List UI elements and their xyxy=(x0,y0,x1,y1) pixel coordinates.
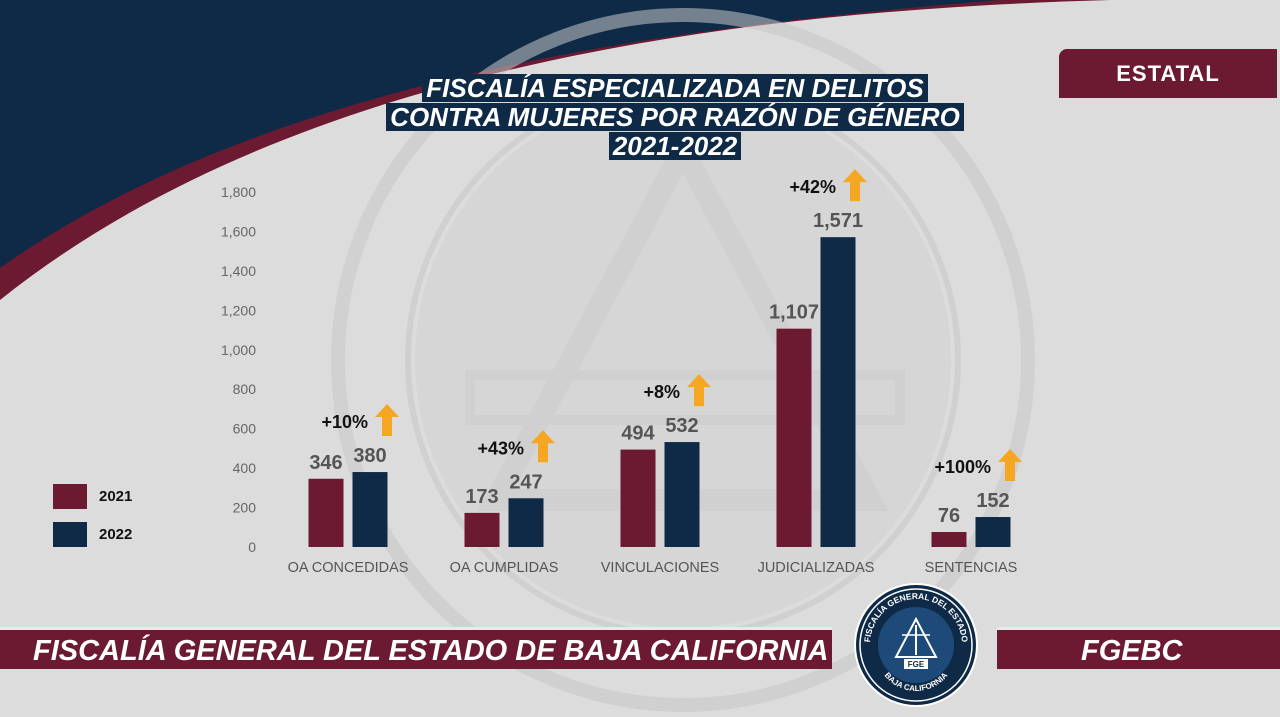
y-tick-label: 1,400 xyxy=(221,263,256,279)
estatal-badge: ESTATAL xyxy=(1059,49,1277,98)
x-tick-label: OA CUMPLIDAS xyxy=(450,560,559,576)
legend-item-2022: 2022 xyxy=(53,521,132,547)
data-label: 494 xyxy=(621,423,655,445)
bar-2021 xyxy=(931,532,967,547)
chart-title: FISCALÍA ESPECIALIZADA EN DELITOS CONTRA… xyxy=(380,74,970,161)
y-tick-label: 800 xyxy=(233,381,257,397)
legend-swatch-2022 xyxy=(53,521,87,547)
up-arrow-icon xyxy=(843,169,867,202)
bar-2022 xyxy=(975,517,1011,547)
y-tick-label: 1,000 xyxy=(221,342,256,358)
bar-2021 xyxy=(308,478,344,547)
up-arrow-icon xyxy=(531,430,555,463)
y-tick-label: 200 xyxy=(233,500,257,516)
bar-2022 xyxy=(820,237,856,548)
bar-2022 xyxy=(664,442,700,547)
y-tick-label: 600 xyxy=(233,421,257,437)
legend-label-2021: 2021 xyxy=(99,487,133,505)
footer-title: FISCALÍA GENERAL DEL ESTADO DE BAJA CALI… xyxy=(0,627,832,669)
svg-text:FGE: FGE xyxy=(908,660,925,669)
fge-seal-logo: FISCALÍA GENERAL DEL ESTADO BAJA CALIFOR… xyxy=(854,583,978,707)
bar-2021 xyxy=(776,328,812,547)
x-tick-label: OA CONCEDIDAS xyxy=(288,560,409,576)
legend-item-2021: 2021 xyxy=(53,483,132,509)
bar-2021 xyxy=(620,449,656,547)
data-label: 76 xyxy=(938,505,960,527)
title-line-2: CONTRA MUJERES POR RAZÓN DE GÉNERO xyxy=(386,103,964,131)
y-tick-label: 1,800 xyxy=(221,184,256,200)
bar-2022 xyxy=(508,498,544,547)
data-label: 1,107 xyxy=(769,302,819,324)
data-label: 1,571 xyxy=(813,210,863,232)
legend-swatch-2021 xyxy=(53,483,87,509)
title-line-3: 2021-2022 xyxy=(608,132,742,160)
x-tick-label: VINCULACIONES xyxy=(601,560,719,576)
data-label: 346 xyxy=(309,452,342,474)
up-arrow-icon xyxy=(998,449,1022,482)
bar-2021 xyxy=(464,512,500,547)
data-label: 152 xyxy=(976,490,1009,512)
up-arrow-icon xyxy=(375,404,399,437)
percent-change-label: +42% xyxy=(789,177,836,197)
data-label: 173 xyxy=(465,486,498,508)
up-arrow-icon xyxy=(687,374,711,407)
navy-swoosh xyxy=(0,0,1000,268)
percent-change-label: +43% xyxy=(477,438,524,458)
y-tick-label: 400 xyxy=(233,460,257,476)
percent-change-label: +10% xyxy=(321,412,368,432)
data-label: 380 xyxy=(353,445,386,467)
y-tick-label: 1,200 xyxy=(221,302,256,318)
chart-legend: 2021 2022 xyxy=(53,483,132,559)
title-line-1: FISCALÍA ESPECIALIZADA EN DELITOS xyxy=(422,74,928,102)
bar-2022 xyxy=(352,472,388,547)
x-tick-label: SENTENCIAS xyxy=(925,560,1018,576)
footer-acronym: FGEBC xyxy=(997,627,1280,669)
percent-change-label: +100% xyxy=(934,457,991,477)
x-tick-label: JUDICIALIZADAS xyxy=(758,560,875,576)
percent-change-label: +8% xyxy=(643,382,680,402)
y-tick-label: 0 xyxy=(248,539,256,555)
data-label: 532 xyxy=(665,415,698,437)
legend-label-2022: 2022 xyxy=(99,525,133,543)
data-label: 247 xyxy=(509,471,542,493)
y-tick-label: 1,600 xyxy=(221,223,256,239)
